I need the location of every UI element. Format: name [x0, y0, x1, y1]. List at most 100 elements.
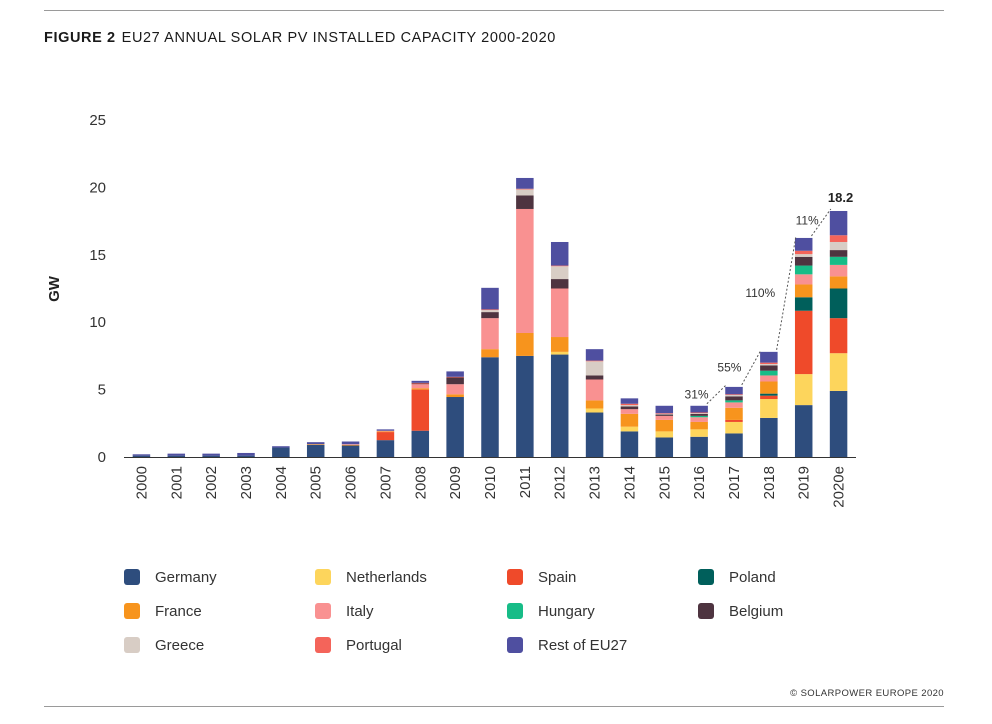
stacked-bar-chart: 0 5 10 15 20 25 GW 2000 2001 2002 2003 2004 2005 2006…: [46, 112, 856, 508]
x-tick-label-2016: 2016: [691, 466, 708, 499]
bar-segment-portugal-2008: [411, 382, 430, 384]
figure-title-text: EU27 ANNUAL SOLAR PV INSTALLED CAPACITY …: [121, 30, 556, 46]
bottom-rule: [44, 706, 944, 707]
total-label-2020e: 18.2: [828, 190, 853, 205]
legend-label: Poland: [729, 568, 776, 586]
bar-segment-greece-2014: [620, 405, 639, 407]
bar-segment-belgium-2014: [620, 406, 639, 410]
growth-label-2017: 31%: [685, 387, 709, 401]
bar-segment-france-2007: [376, 431, 395, 433]
legend-label: Hungary: [538, 602, 595, 620]
y-tick-label: 5: [98, 382, 106, 399]
bar-segment-italy-2014: [620, 409, 639, 414]
x-tick-label-2018: 2018: [761, 466, 778, 499]
legend-item-portugal: Portugal: [315, 635, 402, 655]
y-tick-label: 10: [89, 314, 106, 331]
legend-swatch: [698, 569, 714, 585]
growth-label-2019: 110%: [745, 286, 775, 300]
bar-segment-rest-of-eu27-2002: [202, 453, 220, 456]
y-tick-label: 15: [89, 247, 106, 264]
x-tick-label-2020e: 2020e: [831, 466, 848, 508]
bar-segment-france-2016: [690, 421, 708, 430]
legend-swatch: [315, 603, 331, 619]
bar-segment-rest-of-eu27-2005: [306, 442, 325, 445]
bar-segment-spain-2008: [411, 389, 430, 431]
bar-segment-netherlands-2015: [655, 431, 674, 438]
bar-segment-germany-2000: [132, 455, 151, 457]
bar-segment-rest-of-eu27-2014: [620, 398, 639, 404]
legend-item-germany: Germany: [124, 567, 217, 587]
bar-segment-portugal-2009: [446, 376, 464, 378]
bar-segment-netherlands-2020e: [829, 353, 848, 391]
bar-segment-france-2020e: [829, 276, 848, 289]
bar-segment-rest-of-eu27-2003: [237, 452, 255, 456]
bar-segment-greece-2011: [516, 189, 534, 196]
legend-label: Germany: [155, 568, 217, 586]
bar-segment-portugal-2010: [481, 309, 499, 311]
figure-title: FIGURE 2 EU27 ANNUAL SOLAR PV INSTALLED C…: [44, 30, 556, 46]
bar-segment-rest-of-eu27-2006: [341, 441, 360, 445]
bar-segment-germany-2007: [376, 440, 395, 457]
bar-segment-italy-2013: [585, 379, 604, 401]
legend-label: Belgium: [729, 602, 784, 620]
bar-segment-spain-2019: [794, 310, 813, 375]
x-tick-label-2002: 2002: [203, 466, 220, 499]
bar-segment-france-2013: [585, 400, 604, 409]
bar-segment-greece-2013: [585, 361, 604, 376]
bar-segment-belgium-2015: [655, 414, 674, 416]
bar-segment-france-2015: [655, 419, 674, 432]
bar-segment-italy-2016: [690, 417, 708, 422]
bar-segment-germany-2011: [516, 355, 534, 457]
x-tick-label-2008: 2008: [412, 466, 429, 499]
bar-segment-netherlands-2018: [760, 399, 778, 418]
bar-segment-belgium-2018: [760, 365, 778, 371]
bar-segment-france-2005: [306, 444, 325, 445]
bar-segment-germany-2001: [167, 455, 186, 457]
bar-segment-france-2009: [446, 394, 464, 398]
bar-segment-belgium-2011: [516, 195, 534, 209]
figure-number: FIGURE 2: [44, 30, 116, 46]
growth-label-2018: 55%: [717, 360, 741, 374]
bar-segment-portugal-2017: [725, 394, 743, 395]
bar-segment-italy-2019: [794, 274, 813, 285]
bar-segment-belgium-2009: [446, 377, 464, 385]
legend-swatch: [124, 603, 140, 619]
bar-segment-hungary-2020e: [829, 256, 848, 265]
bar-segment-greece-2018: [760, 363, 778, 366]
bar-segment-germany-2002: [202, 455, 220, 457]
bar-segment-france-2018: [760, 381, 778, 394]
bar-segment-france-2012: [550, 337, 569, 352]
bar-segment-portugal-2014: [620, 403, 639, 406]
legend-swatch: [698, 603, 714, 619]
bar-segment-germany-2017: [725, 433, 743, 457]
legend-item-belgium: Belgium: [698, 601, 783, 621]
growth-connector-2020e: [811, 208, 832, 237]
legend-swatch: [507, 637, 523, 653]
bar-segment-belgium-2020e: [829, 250, 848, 257]
bar-segment-belgium-2013: [585, 375, 604, 380]
bar-segment-france-2014: [620, 413, 639, 427]
bar-segment-italy-2015: [655, 415, 674, 420]
legend-label: Portugal: [346, 636, 402, 654]
legend-item-poland: Poland: [698, 567, 776, 587]
bar-segment-france-2011: [516, 332, 534, 356]
legend-swatch: [507, 569, 523, 585]
bar-segment-netherlands-2017: [725, 421, 743, 434]
bar-segment-belgium-2008: [411, 383, 430, 385]
x-tick-label-2012: 2012: [552, 466, 569, 499]
bar-segment-germany-2005: [306, 444, 325, 457]
bar-segment-hungary-2016: [690, 415, 708, 418]
bar-segment-rest-of-eu27-2004: [272, 446, 290, 448]
bar-segment-rest-of-eu27-2017: [725, 386, 743, 395]
bar-segment-italy-2011: [516, 208, 534, 333]
bar-segment-rest-of-eu27-2012: [550, 241, 569, 266]
legend-item-hungary: Hungary: [507, 601, 595, 621]
legend-item-spain: Spain: [507, 567, 576, 587]
bar-segment-france-2008: [411, 388, 430, 390]
bar-segment-rest-of-eu27-2016: [690, 405, 708, 413]
growth-connector-2019: [776, 235, 797, 350]
bar-segment-spain-2020e: [829, 318, 848, 354]
bar-segment-rest-of-eu27-2010: [481, 287, 499, 310]
x-tick-label-2006: 2006: [343, 466, 360, 499]
bar-segment-portugal-2016: [690, 412, 708, 414]
